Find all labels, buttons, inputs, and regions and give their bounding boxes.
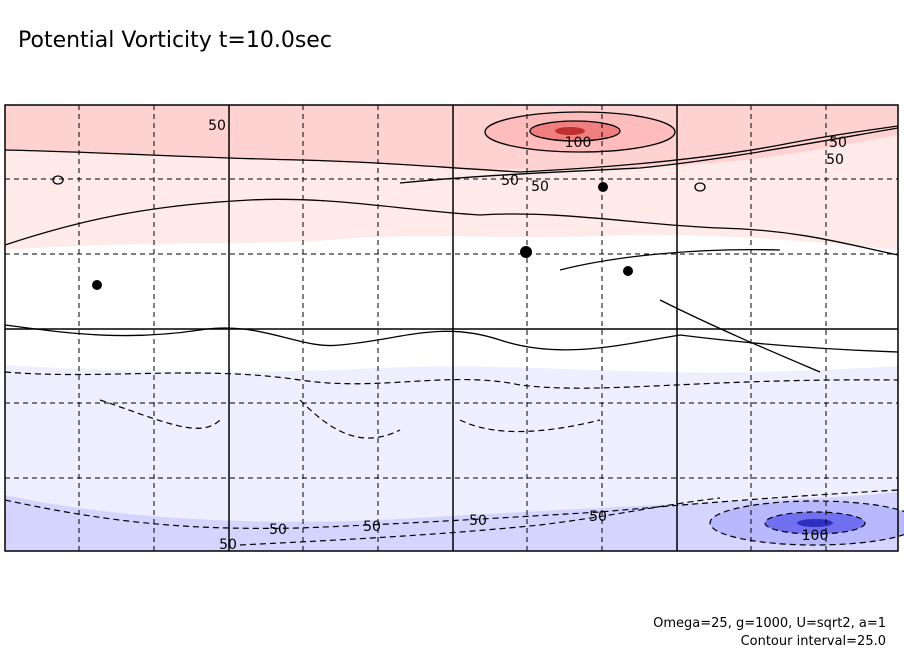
contour-label: 100	[565, 135, 592, 151]
contour-line	[764, 511, 866, 535]
contour-line	[4, 198, 899, 256]
low-center	[797, 519, 833, 527]
contour-label: 50	[826, 152, 844, 168]
contour-spot	[520, 246, 532, 258]
contour-line	[709, 500, 904, 546]
contour-line	[99, 399, 601, 439]
contour-line	[529, 120, 621, 142]
contour-label: 50	[269, 522, 287, 538]
contour-line	[399, 127, 899, 184]
grid	[5, 105, 898, 551]
contours	[4, 111, 904, 546]
contour-spot	[92, 280, 102, 290]
contour-label: 50	[219, 537, 237, 553]
contour-label: 50	[208, 118, 226, 134]
contour-line	[4, 371, 899, 389]
contour-label: 50	[501, 173, 519, 189]
contour-line	[4, 125, 899, 173]
frame	[4, 104, 899, 552]
contour-line	[4, 324, 899, 353]
contour-label: 50	[829, 135, 847, 151]
contour-label: 50	[531, 179, 549, 195]
contour-line	[4, 489, 899, 529]
footnote: Omega=25, g=1000, U=sqrt2, a=1	[653, 616, 886, 631]
plot-area	[4, 104, 904, 552]
footnote: Contour interval=25.0	[741, 634, 886, 649]
contour-label: 50	[363, 519, 381, 535]
contour-spot	[598, 182, 608, 192]
title: Potential Vorticity t=10.0sec	[18, 28, 332, 53]
contour-spot	[623, 266, 633, 276]
high-center	[555, 127, 585, 135]
contour-label: 50	[469, 513, 487, 529]
contour-label: 50	[589, 509, 607, 525]
contour-line	[52, 175, 64, 185]
contour-label: 100	[802, 528, 829, 544]
contour-line	[239, 497, 721, 546]
contour-line	[484, 111, 676, 153]
contour-line	[694, 182, 706, 192]
